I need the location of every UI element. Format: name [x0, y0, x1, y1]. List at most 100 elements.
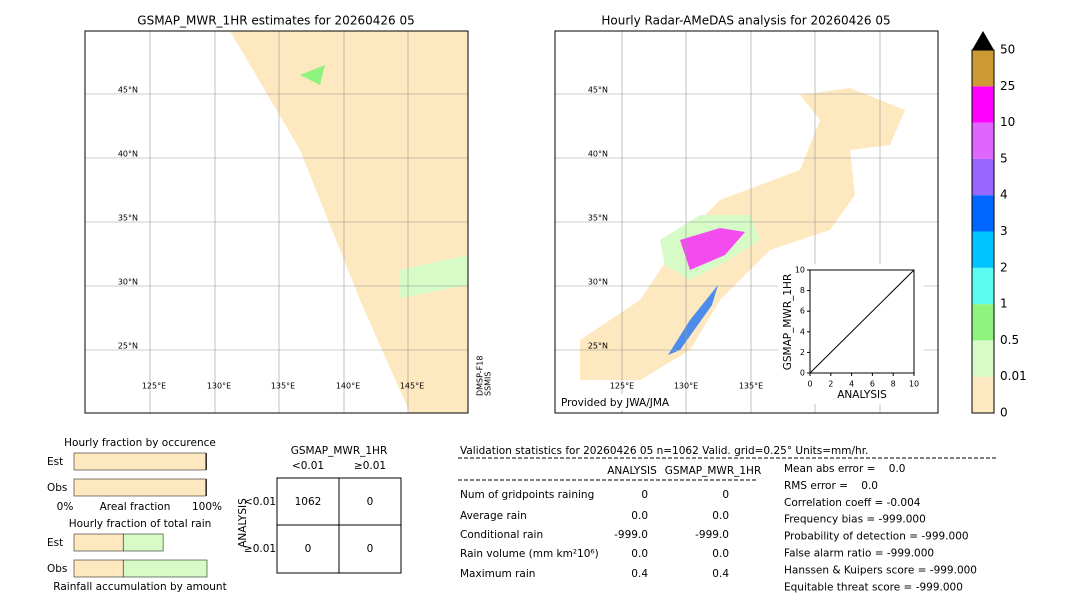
lon-label: 135°E: [739, 382, 763, 391]
inset-frame: [809, 269, 915, 374]
left-frame: [84, 30, 469, 414]
lon-label: 130°E: [207, 382, 231, 391]
colorbar-segment: [972, 267, 994, 305]
colorbar-label: 2: [1000, 260, 1008, 274]
lat-label: 30°N: [588, 278, 608, 287]
colorbar-label: 0.01: [1000, 369, 1027, 383]
bar: [73, 452, 206, 471]
rain-area: [680, 228, 745, 270]
colorbar-label: 4: [1000, 188, 1008, 202]
lon-label: 125°E: [142, 382, 166, 391]
left-map: 45°N 40°N 35°N 30°N 25°N 125°E 130°E 135°E 140°E…: [85, 31, 468, 413]
y-tick-label: 0: [800, 369, 805, 378]
occ-axis: Areal fraction: [100, 501, 171, 513]
lat-label: 40°N: [118, 150, 138, 159]
lat-label: 45°N: [118, 86, 138, 95]
bar: [122, 559, 208, 578]
y-tick-label: 6: [800, 307, 805, 316]
credit: Provided by JWA/JMA: [561, 397, 670, 409]
val-label: Average rain: [460, 510, 527, 522]
val-col: GSMAP_MWR_1HR: [665, 465, 761, 477]
inset-xlabel: ANALYSIS: [837, 389, 887, 401]
ct-cell: 0: [305, 543, 312, 555]
colorbar-label: 10: [1000, 115, 1015, 129]
ct-cell: 0: [367, 496, 374, 508]
x-tick-label: 8: [891, 380, 896, 389]
colorbar-extend: [972, 31, 994, 50]
lon-label: 130°E: [674, 382, 698, 391]
bar: [122, 533, 164, 552]
bar: [73, 559, 124, 578]
val-value: 0.0: [712, 548, 729, 560]
inset-bg: [778, 264, 924, 404]
colorbar-label: 50: [1000, 43, 1015, 57]
credit-bg: [559, 394, 669, 410]
lat-label: 30°N: [118, 278, 138, 287]
row-label: Est: [47, 456, 63, 468]
colorbar-segment: [972, 376, 994, 413]
lon-label: 125°E: [610, 382, 634, 391]
val-label: Rain volume (mm km²10⁶): [460, 548, 599, 560]
ct-col: <0.01: [292, 460, 324, 472]
val-value: 0.4: [712, 568, 729, 580]
row-label: Obs: [47, 482, 67, 494]
colorbar-segment: [972, 158, 994, 196]
diagonal: [809, 269, 915, 374]
bar: [73, 478, 206, 497]
colorbar-label: 3: [1000, 224, 1008, 238]
sat-label: DMSP-F18: [476, 356, 485, 396]
row-label: Est: [47, 537, 63, 549]
val-label: Conditional rain: [460, 529, 543, 541]
right-title: Hourly Radar-AMeDAS analysis for 2026042…: [601, 14, 890, 28]
colorbar-segment: [972, 86, 994, 123]
tot-caption: Rainfall accumulation by amount: [53, 581, 226, 593]
inset-ylabel: GSMAP_MWR_1HR: [782, 274, 794, 370]
lat-label: 25°N: [588, 342, 608, 351]
y-tick-label: 10: [795, 266, 805, 275]
val-value: -999.0: [695, 529, 729, 541]
rain-area: [300, 65, 325, 85]
y-tick-label: 2: [800, 348, 805, 357]
score: Probability of detection = -999.000: [784, 531, 969, 543]
sat-label: SSMIS: [484, 372, 493, 397]
left-title: GSMAP_MWR_1HR estimates for 20260426 05: [137, 14, 414, 28]
ct-row-axis: ANALYSIS: [237, 498, 249, 548]
y-tick-label: 4: [800, 327, 805, 336]
score: RMS error = 0.0: [784, 480, 878, 492]
val-value: -999.0: [614, 529, 648, 541]
val-value: 0: [641, 489, 648, 501]
x-tick-label: 0: [807, 380, 812, 389]
ct-col: ≥0.01: [354, 460, 386, 472]
colorbar-segment: [972, 195, 994, 232]
colorbar-segment: [972, 231, 994, 268]
ct-row: ≥0.01: [244, 543, 276, 555]
lon-label: 145°E: [400, 382, 424, 391]
val-label: Num of gridpoints raining: [460, 489, 594, 501]
lat-label: 45°N: [588, 86, 608, 95]
tot-title: Hourly fraction of total rain: [69, 518, 212, 530]
val-label: Maximum rain: [460, 568, 535, 580]
lat-label: 35°N: [118, 214, 138, 223]
bar: [205, 453, 207, 470]
val-value: 0.0: [631, 548, 648, 560]
row-label: Obs: [47, 563, 67, 575]
colorbar-label: 25: [1000, 79, 1015, 93]
colorbar-frame: [971, 49, 995, 414]
score: False alarm ratio = -999.000: [784, 548, 934, 560]
lat-label: 25°N: [118, 342, 138, 351]
bar: [73, 533, 124, 552]
val-value: 0.0: [712, 510, 729, 522]
score: Hanssen & Kuipers score = -999.000: [784, 564, 977, 576]
score: Mean abs error = 0.0: [784, 463, 905, 475]
rain-area: [668, 285, 718, 355]
right-frame: [554, 30, 939, 414]
colorbar-label: 5: [1000, 151, 1008, 165]
val-header: Validation statistics for 20260426 05 n=…: [460, 445, 868, 457]
x-tick-label: 2: [828, 380, 833, 389]
score: Correlation coeff = -0.004: [784, 497, 921, 509]
lat-label: 35°N: [588, 214, 608, 223]
occ-axis: 0%: [57, 501, 74, 513]
x-tick-label: 4: [849, 380, 854, 389]
bar: [205, 479, 207, 496]
